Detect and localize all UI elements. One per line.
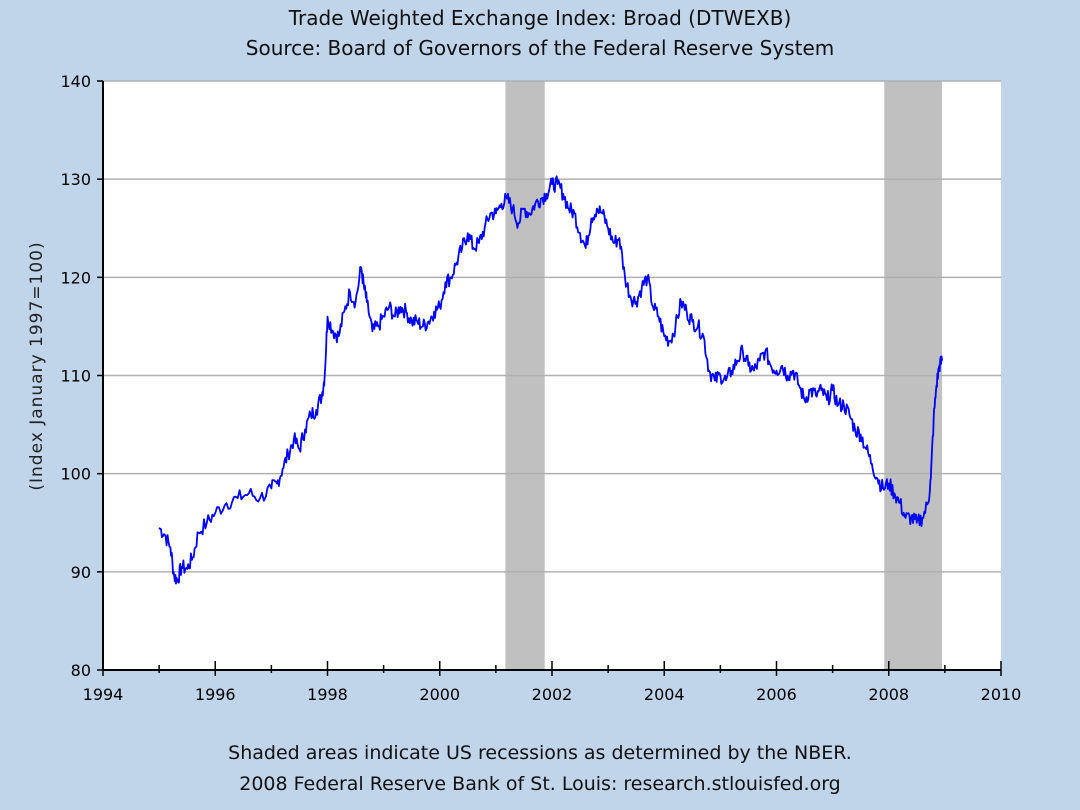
axes: 80 90 100 110 120 130 140 1994 1996 1998 2000 2002 2… xyxy=(60,72,1021,704)
x-tick-label-1994: 1994 xyxy=(83,685,124,704)
y-axis-label: (Index January 1997=100) xyxy=(27,241,47,490)
x-tick-label-2008: 2008 xyxy=(868,685,909,704)
x-tick-label-2002: 2002 xyxy=(532,685,573,704)
x-tick-label-1996: 1996 xyxy=(195,685,236,704)
y-tick-label-120: 120 xyxy=(60,268,91,287)
y-tick-label-110: 110 xyxy=(60,367,91,386)
y-tick-label-130: 130 xyxy=(60,170,91,189)
series-lines xyxy=(158,175,943,585)
y-tick-label-140: 140 xyxy=(60,72,91,91)
y-tick-label-90: 90 xyxy=(71,563,91,582)
x-tick-label-2010: 2010 xyxy=(981,685,1022,704)
chart-subtitle: Source: Board of Governors of the Federa… xyxy=(245,36,835,60)
footer-note: Shaded areas indicate US recessions as d… xyxy=(228,742,852,764)
y-tick-label-100: 100 xyxy=(60,465,91,484)
y-tick-label-80: 80 xyxy=(71,661,91,680)
x-tick-label-1998: 1998 xyxy=(307,685,348,704)
footer-credit: 2008 Federal Reserve Bank of St. Louis: … xyxy=(239,773,841,795)
x-tick-label-2000: 2000 xyxy=(419,685,460,704)
x-tick-label-2006: 2006 xyxy=(756,685,797,704)
x-tick-label-2004: 2004 xyxy=(644,685,685,704)
series-line-DTWEXB xyxy=(158,175,943,585)
chart-title: Trade Weighted Exchange Index: Broad (DT… xyxy=(288,6,792,30)
